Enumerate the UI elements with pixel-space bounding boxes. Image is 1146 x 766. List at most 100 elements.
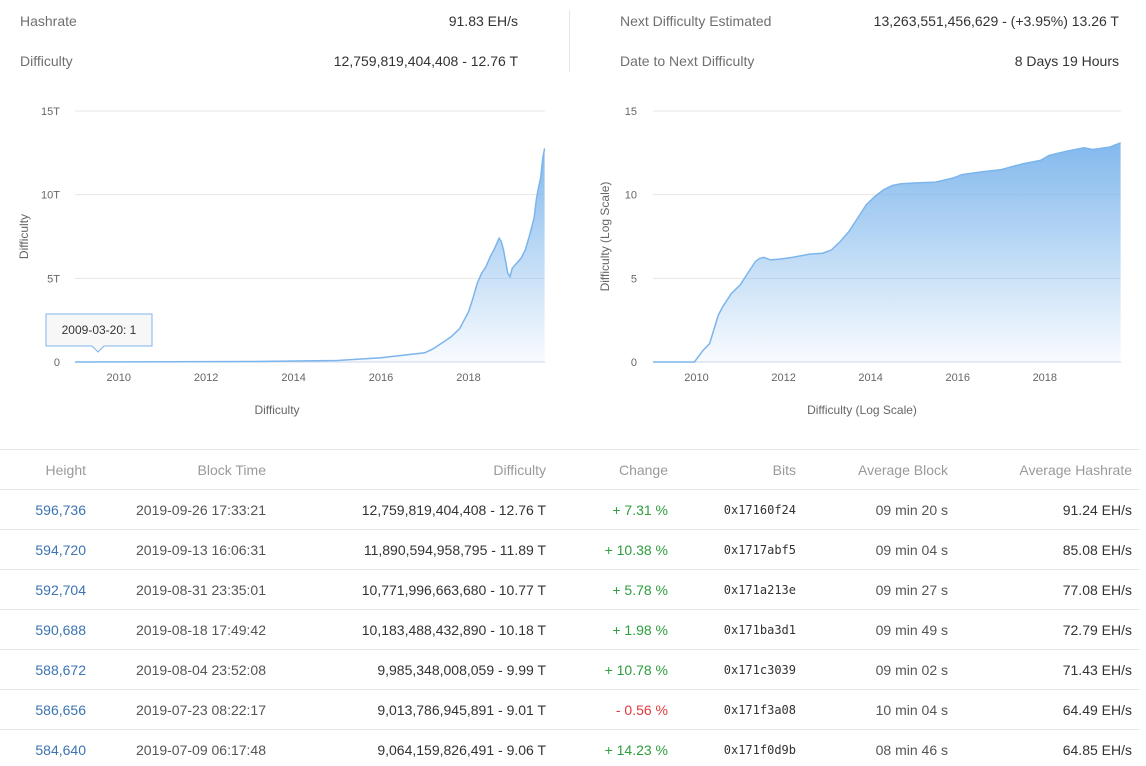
y-tick-label: 10T bbox=[41, 190, 60, 202]
next-difficulty-value: 13,263,551,456,629 - (+3.95%) 13.26 T bbox=[873, 13, 1119, 29]
x-tick-label: 2014 bbox=[858, 372, 882, 384]
y-tick-label: 5T bbox=[47, 273, 60, 285]
average-hashrate: 77.08 EH/s bbox=[1062, 582, 1132, 598]
block-difficulty: 10,183,488,432,890 - 10.18 T bbox=[361, 622, 546, 638]
y-axis-title: Difficulty bbox=[17, 214, 31, 259]
tooltip-box bbox=[45, 313, 153, 353]
difficulty-change: + 1.98 % bbox=[612, 622, 668, 638]
x-tick-label: 2016 bbox=[946, 372, 970, 384]
col-difficulty-header: Difficulty bbox=[493, 462, 546, 478]
table-row: 584,640 2019-07-09 06:17:48 9,064,159,82… bbox=[0, 729, 1140, 766]
x-tick-label: 2012 bbox=[771, 372, 795, 384]
block-bits: 0x171c3039 bbox=[723, 663, 796, 677]
block-height-link[interactable]: 584,640 bbox=[35, 742, 86, 758]
col-avg-hashrate-header: Average Hashrate bbox=[1019, 462, 1132, 478]
series-line bbox=[653, 142, 1121, 363]
table-header: Height Block Time Difficulty Change Bits… bbox=[0, 449, 1140, 489]
block-bits: 0x171a213e bbox=[723, 583, 796, 597]
table-row: 586,656 2019-07-23 08:22:17 9,013,786,94… bbox=[0, 689, 1140, 729]
x-tick-label: 2016 bbox=[369, 372, 393, 384]
x-tick-label: 2010 bbox=[684, 372, 708, 384]
difficulty-label: Difficulty bbox=[20, 53, 73, 69]
x-tick-label: 2014 bbox=[281, 372, 305, 384]
difficulty-chart-svg[interactable]: 0 5T 10T 15T 2010 2012 2014 2016 2018 Difficulty D… bbox=[0, 90, 570, 430]
table-body: 596,736 2019-09-26 17:33:21 12,759,819,4… bbox=[0, 489, 1140, 766]
next-date-value: 8 Days 19 Hours bbox=[1014, 53, 1119, 69]
next-difficulty-label: Next Difficulty Estimated bbox=[620, 13, 772, 29]
y-tick-label: 10 bbox=[625, 190, 637, 202]
difficulty-change: + 5.78 % bbox=[612, 582, 668, 598]
difficulty-log-chart[interactable]: 0 5 10 15 2010 2012 2014 2016 2018 Difficulty (Lo… bbox=[575, 90, 1146, 430]
stats-divider bbox=[569, 10, 570, 72]
series-area bbox=[75, 148, 545, 362]
block-height-link[interactable]: 592,704 bbox=[35, 582, 86, 598]
block-height-link[interactable]: 596,736 bbox=[35, 502, 86, 518]
table-row: 590,688 2019-08-18 17:49:42 10,183,488,4… bbox=[0, 609, 1140, 649]
x-tick-label: 2010 bbox=[106, 372, 130, 384]
hashrate-label: Hashrate bbox=[20, 13, 77, 29]
block-bits: 0x171f3a08 bbox=[723, 703, 796, 717]
average-block-time: 09 min 04 s bbox=[875, 542, 948, 558]
block-time: 2019-08-18 17:49:42 bbox=[136, 622, 266, 638]
difficulty-stats: Hashrate 91.83 EH/s Next Difficulty Esti… bbox=[0, 0, 1146, 85]
series-area bbox=[653, 142, 1121, 362]
difficulty-chart[interactable]: 0 5T 10T 15T 2010 2012 2014 2016 2018 Difficulty D… bbox=[0, 90, 570, 430]
average-hashrate: 91.24 EH/s bbox=[1062, 502, 1132, 518]
block-difficulty: 9,985,348,008,059 - 9.99 T bbox=[377, 662, 546, 678]
stat-row-difficulty: Difficulty 12,759,819,404,408 - 12.76 T … bbox=[0, 51, 1146, 71]
difficulty-change: + 7.31 % bbox=[612, 502, 668, 518]
block-time: 2019-07-23 08:22:17 bbox=[136, 702, 266, 718]
block-difficulty: 12,759,819,404,408 - 12.76 T bbox=[361, 502, 546, 518]
x-axis-title: Difficulty (Log Scale) bbox=[807, 403, 917, 417]
block-height-link[interactable]: 588,672 bbox=[35, 662, 86, 678]
table-row: 596,736 2019-09-26 17:33:21 12,759,819,4… bbox=[0, 489, 1140, 529]
difficulty-change: + 10.78 % bbox=[604, 662, 668, 678]
block-difficulty: 11,890,594,958,795 - 11.89 T bbox=[363, 542, 546, 558]
block-bits: 0x171f0d9b bbox=[723, 743, 796, 757]
block-bits: 0x17160f24 bbox=[723, 503, 796, 517]
average-hashrate: 71.43 EH/s bbox=[1062, 662, 1132, 678]
y-tick-label: 5 bbox=[631, 273, 637, 285]
average-block-time: 09 min 02 s bbox=[875, 662, 948, 678]
block-time: 2019-07-09 06:17:48 bbox=[136, 742, 266, 758]
table-row: 594,720 2019-09-13 16:06:31 11,890,594,9… bbox=[0, 529, 1140, 569]
col-change-header: Change bbox=[618, 462, 668, 478]
block-height-link[interactable]: 590,688 bbox=[35, 622, 86, 638]
y-tick-label: 15 bbox=[625, 106, 637, 118]
series-line bbox=[74, 148, 546, 363]
average-block-time: 10 min 04 s bbox=[875, 702, 948, 718]
block-time: 2019-08-04 23:52:08 bbox=[136, 662, 266, 678]
y-tick-label: 15T bbox=[41, 106, 60, 118]
average-hashrate: 72.79 EH/s bbox=[1062, 622, 1132, 638]
difficulty-value: 12,759,819,404,408 - 12.76 T bbox=[333, 53, 518, 69]
average-hashrate: 64.85 EH/s bbox=[1062, 742, 1132, 758]
block-height-link[interactable]: 586,656 bbox=[35, 702, 86, 718]
average-block-time: 09 min 27 s bbox=[875, 582, 948, 598]
block-time: 2019-09-26 17:33:21 bbox=[136, 502, 266, 518]
y-axis-title: Difficulty (Log Scale) bbox=[598, 182, 612, 292]
table-row: 588,672 2019-08-04 23:52:08 9,985,348,00… bbox=[0, 649, 1140, 689]
block-height-link[interactable]: 594,720 bbox=[35, 542, 86, 558]
block-time: 2019-08-31 23:35:01 bbox=[136, 582, 266, 598]
block-time: 2019-09-13 16:06:31 bbox=[136, 542, 266, 558]
col-avg-block-header: Average Block bbox=[857, 462, 948, 478]
block-difficulty: 10,771,996,663,680 - 10.77 T bbox=[361, 582, 546, 598]
average-block-time: 08 min 46 s bbox=[875, 742, 948, 758]
difficulty-log-chart-svg[interactable]: 0 5 10 15 2010 2012 2014 2016 2018 Difficulty (Lo… bbox=[575, 90, 1146, 430]
difficulty-change: + 14.23 % bbox=[604, 742, 668, 758]
x-tick-label: 2018 bbox=[1033, 372, 1057, 384]
col-height-header: Height bbox=[45, 462, 86, 478]
average-hashrate: 85.08 EH/s bbox=[1062, 542, 1132, 558]
col-time-header: Block Time bbox=[197, 462, 266, 478]
tooltip-text: 2009-03-20: 1 bbox=[62, 323, 137, 337]
chart-tooltip: 2009-03-20: 1 bbox=[45, 313, 153, 353]
difficulty-change: + 10.38 % bbox=[604, 542, 668, 558]
block-difficulty: 9,064,159,826,491 - 9.06 T bbox=[377, 742, 546, 758]
block-bits: 0x1717abf5 bbox=[723, 543, 796, 557]
x-tick-label: 2012 bbox=[194, 372, 218, 384]
x-axis-title: Difficulty bbox=[254, 403, 299, 417]
y-tick-label: 0 bbox=[631, 357, 637, 369]
table-row: 592,704 2019-08-31 23:35:01 10,771,996,6… bbox=[0, 569, 1140, 609]
average-hashrate: 64.49 EH/s bbox=[1062, 702, 1132, 718]
difficulty-change: - 0.56 % bbox=[615, 702, 668, 718]
